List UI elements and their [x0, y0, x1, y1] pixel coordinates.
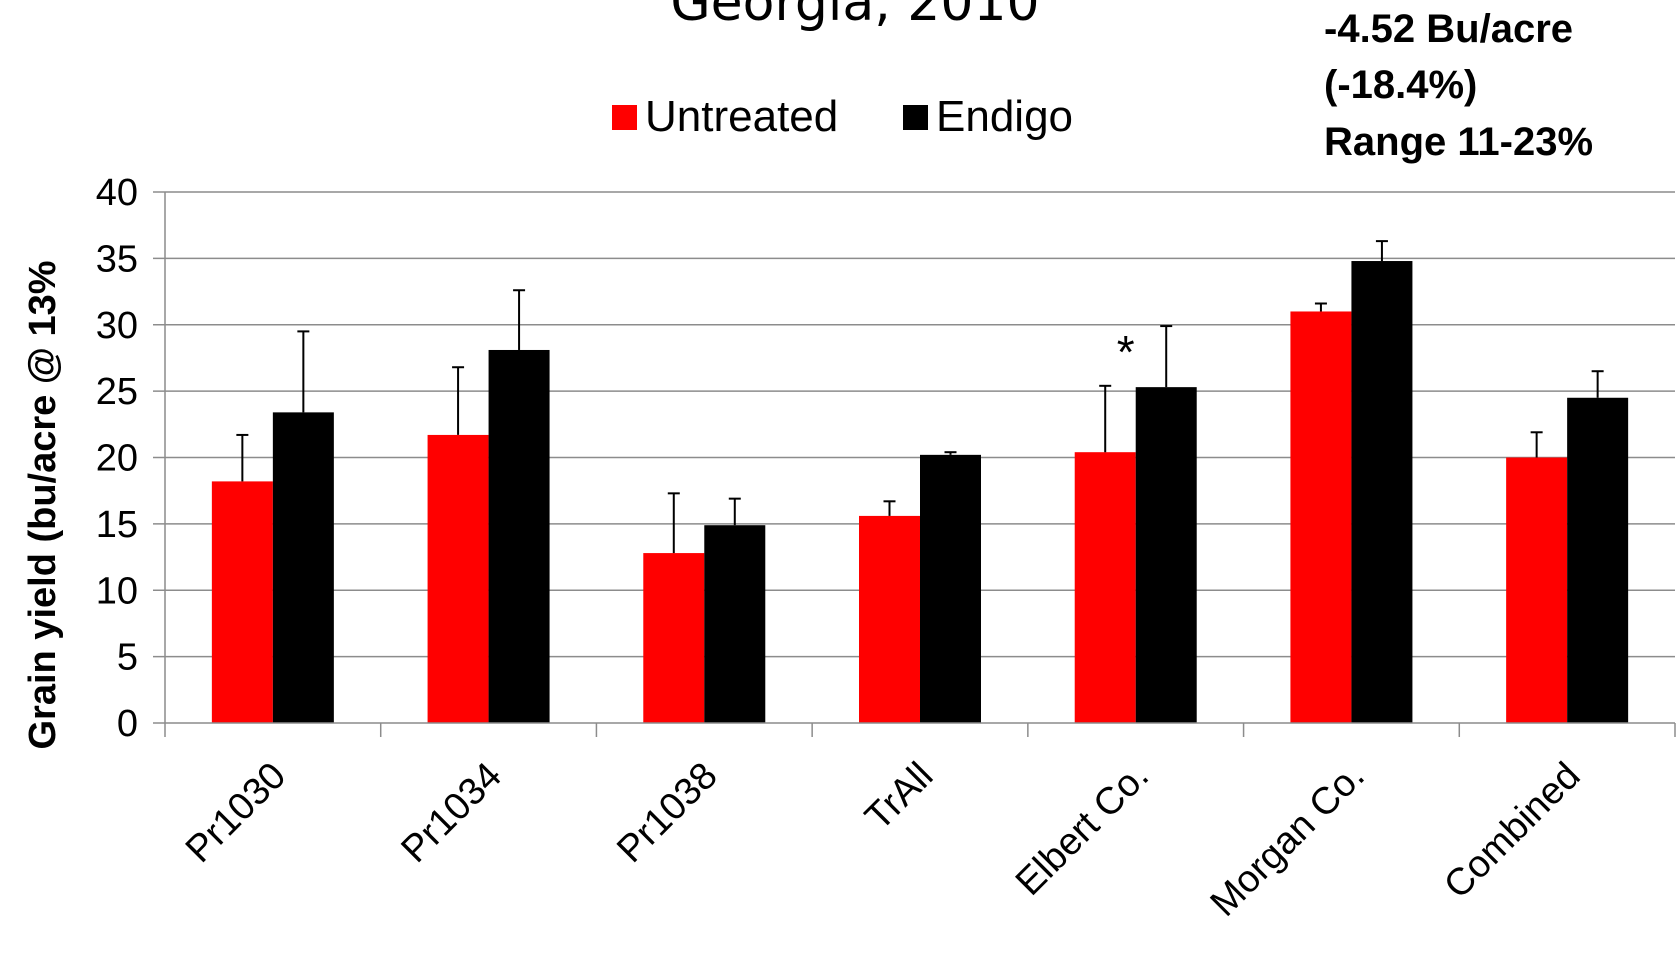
x-category-label-5: Morgan Co.: [1203, 755, 1373, 925]
bar-endigo-4: [1135, 387, 1197, 723]
y-tick-label-15: 15: [96, 504, 138, 546]
y-tick-label-40: 40: [96, 172, 138, 214]
bar-untreated-0: [211, 481, 273, 723]
y-tick-label-5: 5: [117, 637, 138, 679]
bar-untreated-3: [859, 515, 920, 723]
bar-endigo-5: [1351, 261, 1413, 723]
chart-title: Georgia, 2010: [670, 0, 1039, 33]
annotation: -4.52 Bu/acre (-18.4%) Range 11-23%: [1324, 7, 1593, 164]
y-axis-ticks: 0 5 10 15 20 25 30 35 40: [96, 172, 165, 745]
significance-marks: *: [1117, 326, 1135, 378]
bar-endigo-2: [704, 525, 766, 723]
bar-untreated-2: [643, 553, 705, 723]
y-tick-label-25: 25: [96, 371, 138, 413]
axes: [164, 192, 1676, 737]
y-tick-label-10: 10: [96, 570, 138, 612]
y-tick-label-0: 0: [117, 703, 138, 745]
error-bars: [236, 240, 1604, 554]
bar-untreated-6: [1506, 457, 1568, 723]
y-tick-label-20: 20: [96, 438, 138, 480]
y-tick-label-35: 35: [96, 238, 138, 280]
x-category-label-1: Pr1034: [394, 755, 510, 871]
legend-swatch-untreated: [612, 105, 637, 130]
x-category-label-0: Pr1030: [178, 755, 294, 871]
annotation-line-1: -4.52 Bu/acre: [1324, 7, 1573, 51]
legend-swatch-endigo: [903, 105, 928, 130]
y-axis-label: Grain yield (bu/acre @ 13%: [22, 260, 64, 749]
bar-untreated-5: [1290, 311, 1352, 723]
annotation-line-3: Range 11-23%: [1324, 120, 1593, 164]
bar-endigo-6: [1567, 397, 1629, 723]
legend-label-untreated: Untreated: [645, 92, 838, 141]
significance-mark-0: *: [1117, 326, 1135, 378]
bar-endigo-0: [272, 412, 334, 723]
x-category-label-3: TrAll: [857, 755, 941, 839]
bars: [211, 261, 1629, 723]
x-axis-categories: Pr1030 Pr1034 Pr1038 TrAll Elbert Co. Morgan …: [178, 755, 1589, 925]
x-category-label-2: Pr1038: [609, 755, 725, 871]
annotation-line-2: (-18.4%): [1324, 63, 1477, 107]
legend: Untreated Endigo: [612, 92, 1073, 141]
bar-endigo-1: [488, 349, 550, 723]
legend-label-endigo: Endigo: [936, 92, 1073, 141]
x-category-label-6: Combined: [1436, 755, 1588, 907]
bar-untreated-4: [1074, 452, 1136, 723]
y-tick-label-30: 30: [96, 305, 138, 347]
bar-endigo-3: [920, 454, 981, 723]
bar-untreated-1: [427, 434, 489, 723]
x-category-label-4: Elbert Co.: [1008, 755, 1157, 904]
